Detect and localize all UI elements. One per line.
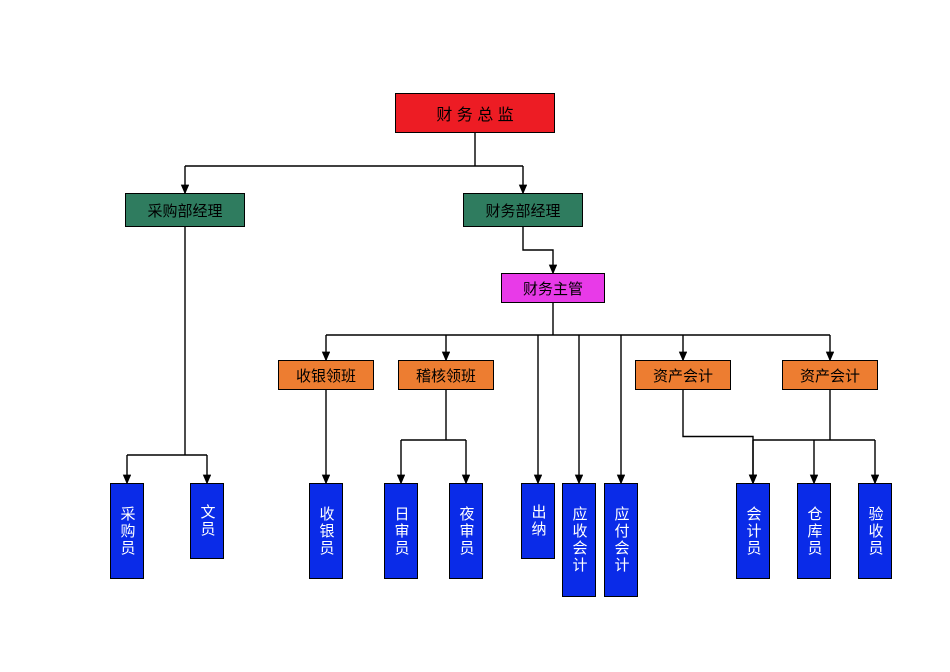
org-chart-canvas: 财 务 总 监采购部经理 财务部经理财务主管收银领班 稽核领班 资产会计 资产会计采购员… xyxy=(0,0,950,672)
node-label: 验收员 xyxy=(865,506,886,557)
node-fin-sup: 财务主管 xyxy=(501,273,605,303)
node-label: 夜审员 xyxy=(456,506,477,557)
node-ar-acct: 应收会计 xyxy=(562,483,596,597)
node-asset-acct2: 资产会计 xyxy=(782,360,878,390)
node-day-aud: 日审员 xyxy=(384,483,418,579)
node-label: 资产会计 xyxy=(800,365,860,386)
node-label: 仓库员 xyxy=(804,506,825,557)
node-ap-acct: 应付会计 xyxy=(604,483,638,597)
node-label: 收银员 xyxy=(316,506,337,557)
node-cfo: 财 务 总 监 xyxy=(395,93,555,133)
node-asset-acct1: 资产会计 xyxy=(635,360,731,390)
node-clerk: 文员 xyxy=(190,483,224,559)
node-label: 出纳 xyxy=(528,504,549,538)
node-label: 采购员 xyxy=(117,506,138,557)
node-inspector: 验收员 xyxy=(858,483,892,579)
node-label: 财务主管 xyxy=(523,278,583,299)
node-label: 应付会计 xyxy=(611,506,632,574)
node-label: 采购部经理 xyxy=(147,200,222,221)
node-audit-lead: 稽核领班 xyxy=(398,360,494,390)
node-purch-mgr: 采购部经理 xyxy=(125,193,245,227)
node-buyer: 采购员 xyxy=(110,483,144,579)
node-label: 文员 xyxy=(197,504,218,538)
node-cash-lead: 收银领班 xyxy=(278,360,374,390)
node-teller: 出纳 xyxy=(521,483,555,559)
node-label: 财 务 总 监 xyxy=(436,101,513,125)
node-label: 收银领班 xyxy=(296,365,356,386)
node-cashier: 收银员 xyxy=(309,483,343,579)
node-label: 财务部经理 xyxy=(485,200,560,221)
node-label: 应收会计 xyxy=(569,506,590,574)
node-acct: 会计员 xyxy=(736,483,770,579)
node-warehouse: 仓库员 xyxy=(797,483,831,579)
node-night-aud: 夜审员 xyxy=(449,483,483,579)
node-label: 资产会计 xyxy=(653,365,713,386)
node-label: 日审员 xyxy=(391,506,412,557)
node-label: 会计员 xyxy=(743,506,764,557)
node-fin-mgr: 财务部经理 xyxy=(463,193,583,227)
node-label: 稽核领班 xyxy=(416,365,476,386)
